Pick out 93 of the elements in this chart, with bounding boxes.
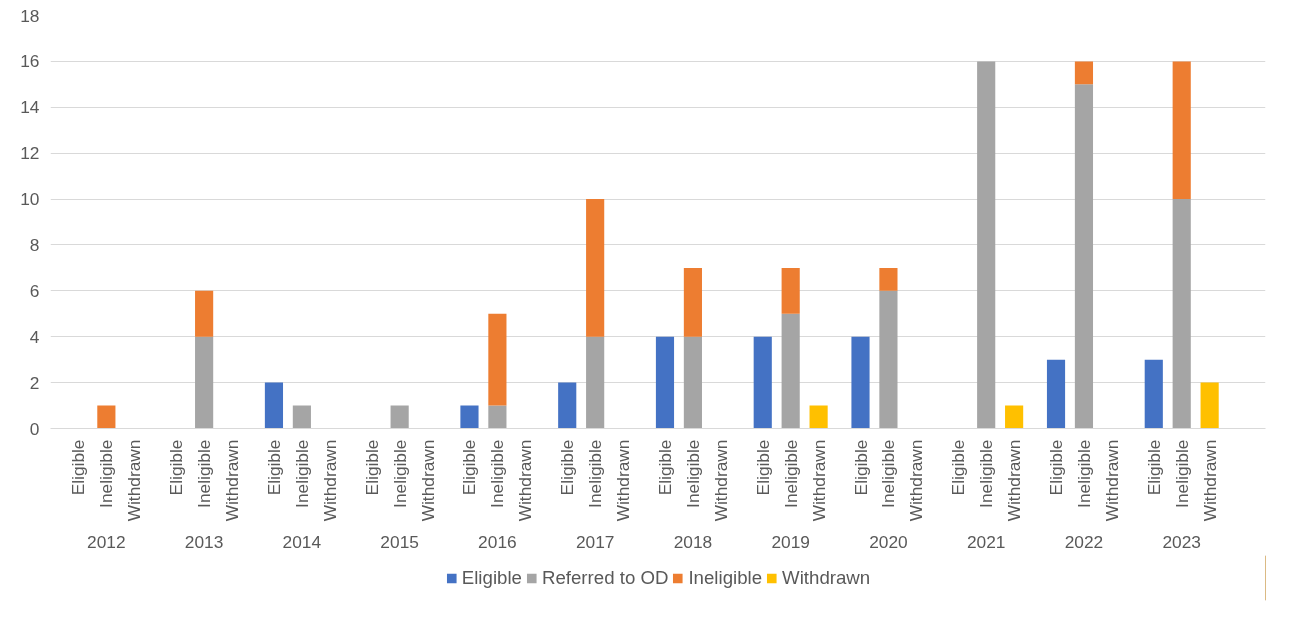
x-tick-label: Ineligible [389, 439, 410, 508]
x-tick-label: Eligible [1046, 439, 1067, 496]
x-tick-label: Eligible [459, 439, 480, 496]
bar [1005, 405, 1024, 429]
x-tick-label: Withdrawn [1199, 439, 1220, 522]
x-tick-label: Ineligible [1171, 439, 1192, 508]
bar [97, 405, 116, 429]
text: 2012 [87, 531, 126, 552]
x-tick-label: Eligible [948, 439, 969, 496]
bar [488, 313, 507, 406]
text: 2022 [1064, 531, 1104, 552]
bar [460, 405, 479, 429]
bar [1046, 359, 1066, 429]
y-tick-label: 0 [29, 418, 40, 439]
x-tick-label: Eligible [752, 439, 773, 496]
x-tick-label: Eligible [654, 439, 675, 496]
x-tick-label: Withdrawn [906, 439, 927, 522]
x-tick-label: Eligible [68, 439, 89, 496]
bar [655, 336, 675, 429]
x-tick-label: Eligible [1143, 439, 1164, 496]
bar [558, 382, 577, 429]
bar [851, 336, 870, 429]
y-tick-label: 8 [29, 234, 40, 255]
bar [264, 382, 284, 429]
x-tick-label: Eligible [263, 439, 284, 496]
x-tick-label: Withdrawn [1004, 439, 1025, 522]
bar [292, 405, 311, 429]
bar [390, 405, 409, 429]
text: 2021 [966, 531, 1006, 552]
bar [683, 267, 702, 337]
x-tick-label: Withdrawn [613, 439, 634, 522]
x-tick-label: Ineligible [878, 439, 899, 508]
bar [683, 336, 702, 429]
bar [488, 405, 507, 429]
bar [753, 336, 772, 429]
x-tick-label: Ineligible [976, 439, 997, 508]
legend-label: Ineligible [688, 566, 763, 589]
bar [586, 199, 605, 337]
x-tick-label: Withdrawn [417, 439, 438, 522]
y-tick-label: 2 [29, 372, 40, 393]
x-tick-label: Withdrawn [319, 439, 340, 522]
bar [1074, 84, 1094, 429]
bar [1074, 61, 1094, 85]
text: 2020 [869, 531, 908, 552]
x-tick-label: Withdrawn [515, 439, 536, 522]
bar [809, 405, 828, 429]
text: 2017 [575, 531, 615, 552]
x-tick-label: Withdrawn [124, 439, 145, 522]
y-tick-label: 18 [20, 5, 40, 26]
x-tick-label: Withdrawn [710, 439, 731, 522]
bar [195, 290, 214, 337]
y-tick-label: 6 [29, 280, 40, 301]
y-tick-label: 4 [29, 326, 40, 347]
x-tick-label: Eligible [557, 439, 578, 496]
text: 2019 [771, 531, 810, 552]
x-tick-label: Withdrawn [222, 439, 243, 522]
bar [977, 61, 996, 429]
bar [195, 336, 214, 429]
x-tick-label: Eligible [166, 439, 187, 496]
text: 2023 [1162, 531, 1201, 552]
bar [879, 267, 898, 291]
bar [781, 267, 800, 314]
x-tick-label: Withdrawn [1101, 439, 1122, 522]
bar [1144, 359, 1163, 429]
bar [1200, 382, 1219, 429]
y-tick-label: 10 [20, 189, 40, 210]
bar [586, 336, 605, 429]
bar [1172, 199, 1191, 429]
bar [879, 290, 898, 429]
legend-label: Referred to OD [541, 566, 669, 589]
x-tick-label: Ineligible [194, 439, 215, 508]
text: 2014 [282, 531, 322, 552]
text: 2013 [184, 531, 224, 552]
x-tick-label: Ineligible [96, 439, 117, 508]
legend-label: Withdrawn [782, 566, 871, 589]
text: 2018 [673, 531, 713, 552]
text: 2015 [380, 531, 419, 552]
x-tick-label: Eligible [361, 439, 382, 496]
x-tick-label: Ineligible [682, 439, 703, 508]
x-tick-label: Eligible [850, 439, 871, 496]
y-tick-label: 16 [20, 51, 40, 72]
bar [1172, 61, 1191, 200]
x-tick-label: Ineligible [487, 439, 508, 508]
x-tick-label: Withdrawn [808, 439, 829, 522]
x-tick-label: Ineligible [291, 439, 312, 508]
y-tick-label: 14 [20, 97, 40, 118]
legend-label: Eligible [461, 566, 522, 589]
text: 2016 [478, 531, 517, 552]
x-tick-label: Ineligible [780, 439, 801, 508]
x-tick-label: Ineligible [585, 439, 606, 508]
y-tick-label: 12 [20, 143, 40, 164]
x-tick-label: Ineligible [1073, 439, 1094, 508]
bar [781, 313, 800, 429]
